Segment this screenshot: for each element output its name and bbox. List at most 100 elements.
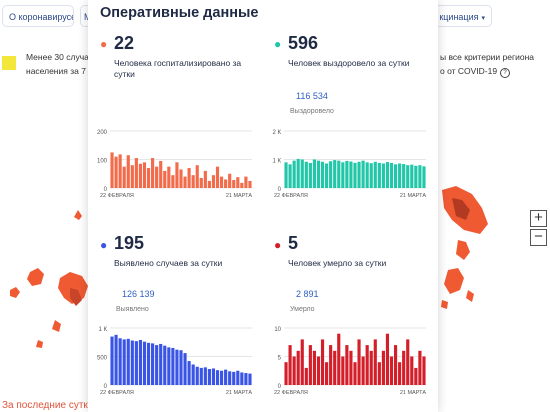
bar[interactable]: [369, 163, 373, 188]
bar[interactable]: [361, 356, 365, 386]
bar[interactable]: [232, 371, 236, 385]
bar[interactable]: [187, 168, 191, 188]
bar[interactable]: [118, 154, 122, 188]
bar[interactable]: [308, 162, 312, 188]
bar[interactable]: [377, 362, 381, 385]
bar[interactable]: [365, 345, 369, 385]
bar[interactable]: [329, 345, 333, 385]
bar[interactable]: [292, 160, 296, 188]
bar[interactable]: [142, 162, 147, 188]
bar[interactable]: [240, 372, 244, 385]
zoom-in-button[interactable]: +: [530, 210, 547, 227]
bar[interactable]: [373, 339, 377, 385]
bar[interactable]: [163, 170, 167, 188]
zoom-out-button[interactable]: −: [530, 229, 547, 246]
bar[interactable]: [304, 367, 308, 385]
bar[interactable]: [130, 165, 134, 188]
bar[interactable]: [325, 163, 329, 188]
bar[interactable]: [191, 364, 195, 385]
bar[interactable]: [195, 165, 199, 188]
bar[interactable]: [110, 336, 114, 385]
about-coronavirus-dropdown[interactable]: О коронавирусе▾: [2, 5, 74, 27]
bar[interactable]: [232, 180, 236, 188]
bar[interactable]: [244, 176, 248, 188]
map-region-right[interactable]: [438, 180, 528, 380]
bar[interactable]: [393, 164, 398, 188]
bar[interactable]: [422, 166, 426, 188]
bar[interactable]: [134, 341, 138, 385]
bar[interactable]: [292, 356, 296, 386]
bar[interactable]: [402, 164, 406, 188]
bar[interactable]: [312, 159, 317, 189]
bar[interactable]: [159, 160, 163, 188]
bar[interactable]: [320, 161, 325, 188]
bar[interactable]: [175, 349, 179, 385]
bar[interactable]: [142, 341, 147, 385]
bar[interactable]: [114, 156, 118, 188]
bar[interactable]: [284, 162, 288, 188]
bar[interactable]: [402, 350, 406, 385]
bar[interactable]: [316, 160, 321, 188]
bar[interactable]: [203, 170, 207, 188]
bar[interactable]: [349, 161, 353, 188]
bar[interactable]: [308, 345, 312, 385]
bar[interactable]: [219, 370, 224, 385]
bar[interactable]: [406, 339, 410, 385]
bar[interactable]: [373, 161, 377, 188]
bar[interactable]: [199, 178, 203, 188]
bar[interactable]: [211, 175, 216, 188]
bar[interactable]: [300, 159, 304, 189]
last-day-link[interactable]: За последние сутк: [2, 400, 88, 411]
bar[interactable]: [288, 164, 292, 188]
bar[interactable]: [179, 350, 183, 385]
bar[interactable]: [207, 180, 211, 189]
bar[interactable]: [385, 162, 390, 188]
bar[interactable]: [215, 370, 220, 385]
bar[interactable]: [312, 350, 317, 385]
bar[interactable]: [179, 169, 183, 188]
bar[interactable]: [134, 158, 138, 189]
bar[interactable]: [171, 347, 175, 385]
bar[interactable]: [219, 176, 224, 188]
bar[interactable]: [171, 175, 175, 188]
bar[interactable]: [333, 160, 337, 188]
bar[interactable]: [337, 333, 341, 385]
bar[interactable]: [377, 162, 381, 188]
bar[interactable]: [175, 162, 179, 188]
bar[interactable]: [151, 158, 155, 189]
bar[interactable]: [187, 361, 191, 385]
bar[interactable]: [398, 163, 402, 188]
bar[interactable]: [418, 350, 422, 385]
bar[interactable]: [414, 367, 418, 385]
bar[interactable]: [122, 339, 126, 385]
bar[interactable]: [410, 356, 414, 386]
bar[interactable]: [138, 163, 143, 188]
bar[interactable]: [349, 350, 353, 385]
bar[interactable]: [325, 362, 329, 385]
bar[interactable]: [183, 176, 187, 188]
bar[interactable]: [159, 343, 163, 385]
bar[interactable]: [345, 345, 349, 385]
bar[interactable]: [300, 339, 304, 385]
bar[interactable]: [341, 162, 345, 188]
bar[interactable]: [365, 162, 369, 188]
vaccination-dropdown[interactable]: кцинация ▾: [420, 5, 492, 27]
bar[interactable]: [345, 160, 349, 188]
bar[interactable]: [389, 162, 394, 188]
bar[interactable]: [296, 350, 300, 385]
bar[interactable]: [240, 182, 244, 188]
bar[interactable]: [337, 160, 341, 188]
bar[interactable]: [398, 362, 402, 385]
bar[interactable]: [422, 356, 426, 386]
bar[interactable]: [418, 165, 422, 188]
bar[interactable]: [122, 166, 126, 189]
bar[interactable]: [126, 338, 130, 385]
bar[interactable]: [329, 161, 333, 188]
bar[interactable]: [236, 370, 240, 385]
map-region-left[interactable]: [0, 200, 90, 400]
bar[interactable]: [138, 339, 143, 385]
bar[interactable]: [110, 152, 114, 189]
bar[interactable]: [130, 340, 134, 385]
bar[interactable]: [353, 362, 357, 385]
bar[interactable]: [191, 175, 195, 188]
